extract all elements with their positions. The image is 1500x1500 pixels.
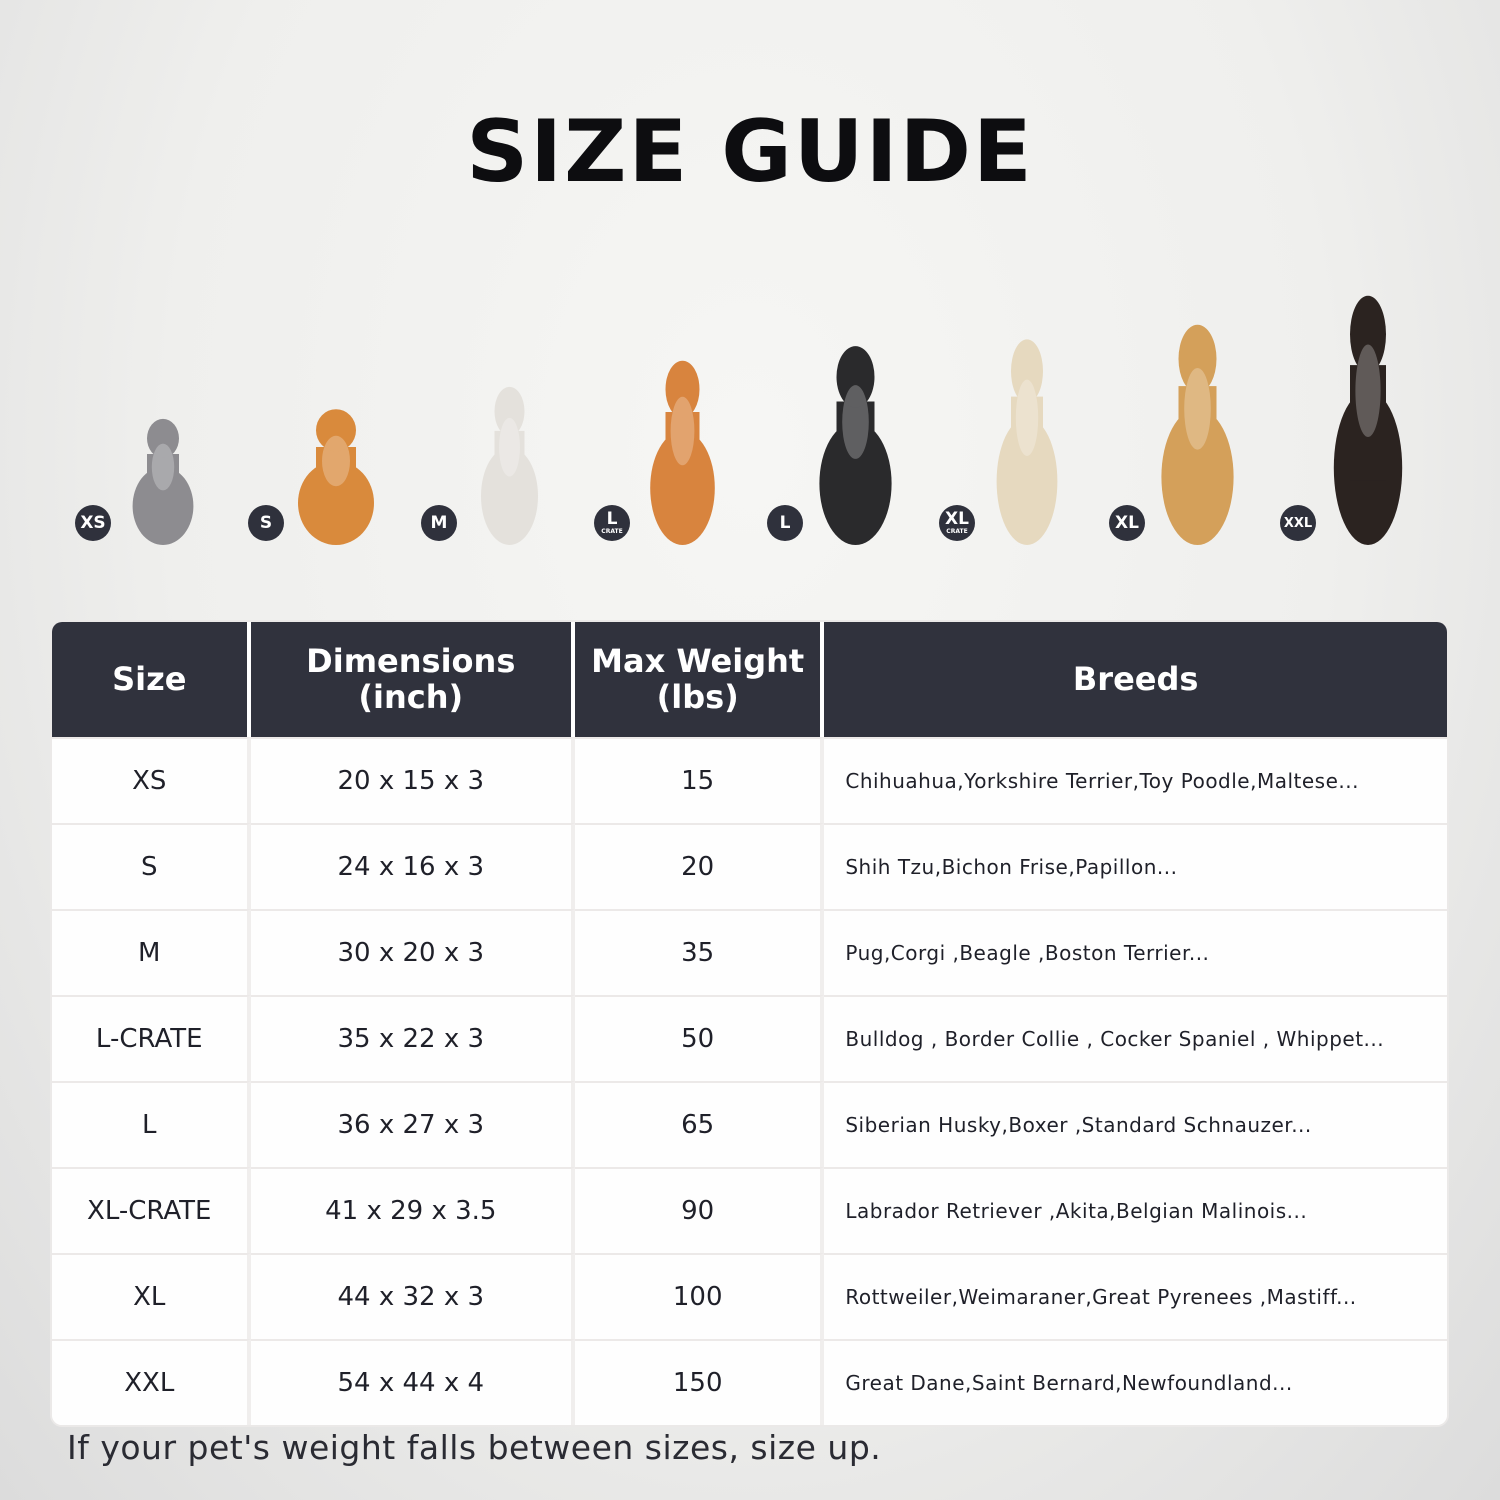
shiba-inu-image bbox=[640, 355, 725, 545]
size-badge: XXL bbox=[1280, 505, 1316, 541]
breeds-cell: Siberian Husky,Boxer ,Standard Schnauzer… bbox=[824, 1081, 1447, 1167]
dimensions-cell: 20 x 15 x 3 bbox=[250, 737, 576, 823]
dimensions-cell: 30 x 20 x 3 bbox=[250, 909, 576, 995]
dimensions-cell: 36 x 27 x 3 bbox=[250, 1081, 576, 1167]
max-weight-cell: 15 bbox=[575, 737, 825, 823]
breeds-cell: Bulldog , Border Collie , Cocker Spaniel… bbox=[824, 995, 1447, 1081]
table-header-row: Size Dimensions (inch) Max Weight (lbs) Breed… bbox=[52, 622, 1447, 737]
pomeranian-image bbox=[286, 405, 386, 545]
table-row: M 30 x 20 x 3 35 Pug,Corgi ,Beagle ,Boston … bbox=[52, 909, 1447, 995]
breeds-cell: Labrador Retriever ,Akita,Belgian Malino… bbox=[824, 1167, 1447, 1253]
badge-label: XL bbox=[945, 509, 969, 529]
breeds-cell: Shih Tzu,Bichon Frise,Papillon... bbox=[824, 823, 1447, 909]
size-table: Size Dimensions (inch) Max Weight (lbs) Breed… bbox=[52, 622, 1447, 1425]
column-header: Size bbox=[52, 622, 251, 737]
column-header: Dimensions (inch) bbox=[250, 622, 576, 737]
badge-sublabel: CRATE bbox=[601, 528, 623, 535]
table-row: XXL 54 x 44 x 4 150 Great Dane,Saint Bernar… bbox=[52, 1339, 1447, 1425]
sizing-note: If your pet's weight falls between sizes… bbox=[67, 1428, 882, 1467]
dimensions-cell: 35 x 22 x 3 bbox=[250, 995, 576, 1081]
table-row: XL-CRATE 41 x 29 x 3.5 90 Labrador Retrieve… bbox=[52, 1167, 1447, 1253]
breeds-cell: Chihuahua,Yorkshire Terrier,Toy Poodle,M… bbox=[824, 737, 1447, 823]
cat-image bbox=[123, 415, 203, 545]
max-weight-cell: 90 bbox=[575, 1167, 825, 1253]
dimensions-cell: 41 x 29 x 3.5 bbox=[250, 1167, 576, 1253]
golden-retriever-image bbox=[1150, 318, 1245, 545]
size-cell: S bbox=[52, 823, 251, 909]
dimensions-cell: 24 x 16 x 3 bbox=[250, 823, 576, 909]
french-bulldog-image bbox=[472, 382, 547, 545]
doberman-image bbox=[1323, 288, 1413, 545]
size-badge: M bbox=[421, 505, 457, 541]
size-badge: L CRATE bbox=[594, 505, 630, 541]
table-row: L-CRATE 35 x 22 x 3 50 Bulldog , Border Col… bbox=[52, 995, 1447, 1081]
badge-sublabel: CRATE bbox=[946, 528, 968, 535]
table-row: S 24 x 16 x 3 20 Shih Tzu,Bichon Frise,Papi… bbox=[52, 823, 1447, 909]
pet-size-lineup: XS S M L CRATE L XL CRATE XL XXL bbox=[0, 270, 1500, 570]
size-cell: L-CRATE bbox=[52, 995, 251, 1081]
dimensions-cell: 44 x 32 x 3 bbox=[250, 1253, 576, 1339]
column-header: Breeds bbox=[824, 622, 1447, 737]
table-row: XS 20 x 15 x 3 15 Chihuahua,Yorkshire Terri… bbox=[52, 737, 1447, 823]
size-badge: L bbox=[767, 505, 803, 541]
header-line: Dimensions bbox=[306, 642, 516, 681]
max-weight-cell: 100 bbox=[575, 1253, 825, 1339]
header-line: Breeds bbox=[1072, 659, 1199, 698]
size-badge: XS bbox=[75, 505, 111, 541]
breeds-cell: Pug,Corgi ,Beagle ,Boston Terrier... bbox=[824, 909, 1447, 995]
table-row: L 36 x 27 x 3 65 Siberian Husky,Boxer ,Stan… bbox=[52, 1081, 1447, 1167]
size-badge: XL bbox=[1109, 505, 1145, 541]
max-weight-cell: 50 bbox=[575, 995, 825, 1081]
badge-label: L bbox=[779, 512, 791, 533]
header-line: Max Weight bbox=[591, 642, 805, 681]
header-line: Size bbox=[112, 659, 187, 698]
size-cell: XS bbox=[52, 737, 251, 823]
size-badge: S bbox=[248, 505, 284, 541]
header-unit: (inch) bbox=[358, 677, 464, 716]
size-cell: XL-CRATE bbox=[52, 1167, 251, 1253]
max-weight-cell: 35 bbox=[575, 909, 825, 995]
badge-label: XS bbox=[80, 512, 106, 533]
size-cell: L bbox=[52, 1081, 251, 1167]
column-header: Max Weight (lbs) bbox=[575, 622, 825, 737]
size-cell: M bbox=[52, 909, 251, 995]
header-unit: (lbs) bbox=[656, 677, 739, 716]
breeds-cell: Great Dane,Saint Bernard,Newfoundland... bbox=[824, 1339, 1447, 1425]
breeds-cell: Rottweiler,Weimaraner,Great Pyrenees ,Ma… bbox=[824, 1253, 1447, 1339]
max-weight-cell: 20 bbox=[575, 823, 825, 909]
badge-label: XL bbox=[1115, 512, 1139, 533]
dimensions-cell: 54 x 44 x 4 bbox=[250, 1339, 576, 1425]
badge-label: L bbox=[606, 509, 618, 529]
border-collie-image bbox=[808, 340, 903, 545]
size-badge: XL CRATE bbox=[939, 505, 975, 541]
max-weight-cell: 65 bbox=[575, 1081, 825, 1167]
size-cell: XXL bbox=[52, 1339, 251, 1425]
badge-label: M bbox=[430, 512, 448, 533]
badge-label: XXL bbox=[1283, 515, 1313, 531]
size-cell: XL bbox=[52, 1253, 251, 1339]
table-row: XL 44 x 32 x 3 100 Rottweiler,Weimaraner,Gr… bbox=[52, 1253, 1447, 1339]
max-weight-cell: 150 bbox=[575, 1339, 825, 1425]
badge-label: S bbox=[259, 512, 273, 533]
page-title: SIZE GUIDE bbox=[466, 102, 1034, 202]
labrador-image bbox=[987, 333, 1067, 545]
